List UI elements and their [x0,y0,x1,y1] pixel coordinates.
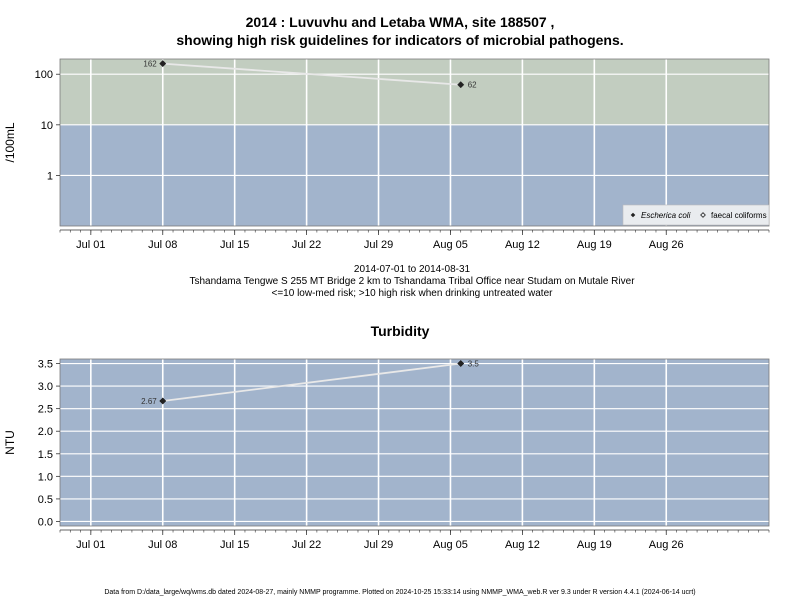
x-tick-label-0-7: Aug 19 [577,239,612,251]
data-label-0-0-1: 62 [468,81,477,90]
legend-marker-faecal [700,212,706,218]
x-tick-label-1-4: Jul 29 [364,539,393,551]
y-axis-label-1: NTU [3,430,17,455]
x-tick-label-0-3: Jul 22 [292,239,321,251]
risk-band-1-0 [60,359,769,526]
x-tick-label-1-7: Aug 19 [577,539,612,551]
chart-title-line-1: 2014 : Luvuvhu and Letaba WMA, site 1885… [245,14,555,30]
y-tick-label-0-2: 100 [35,69,53,81]
y-tick-label-0-0: 1 [47,170,53,182]
x-tick-label-1-8: Aug 26 [649,539,684,551]
x-tick-label-1-6: Aug 12 [505,539,540,551]
data-point-1-0-0 [159,397,167,405]
data-label-1-0-1: 3.5 [468,360,480,369]
series-line-1-0 [162,362,461,402]
x-tick-label-1-2: Jul 15 [220,539,249,551]
y-tick-label-0-1: 10 [41,120,53,132]
data-point-0-0-0 [159,60,167,68]
x-tick-label-1-1: Jul 08 [148,539,177,551]
legend-marker-ecoli [630,212,636,218]
x-tick-label-0-0: Jul 01 [76,239,105,251]
x-tick-label-0-2: Jul 15 [220,239,249,251]
y-tick-label-1-1: 0.5 [38,494,53,506]
y-tick-label-1-5: 2.5 [38,404,53,416]
data-point-1-0-1 [457,359,465,368]
legend-label-faecal: faecal coliforms [711,211,767,220]
site-description: Tshandama Tengwe S 255 MT Bridge 2 km to… [189,276,635,287]
chart-title-line-2: showing high risk guidelines for indicat… [176,32,624,48]
x-tick-label-0-1: Jul 08 [148,239,177,251]
y-tick-label-1-6: 3.0 [38,381,53,393]
x-tick-label-0-6: Aug 12 [505,239,540,251]
date-range: 2014-07-01 to 2014-08-31 [353,264,471,275]
x-tick-label-1-3: Jul 22 [292,539,321,551]
legend-box [622,204,770,226]
legend-label-ecoli: Escherica coli [641,211,691,220]
y-tick-label-1-3: 1.5 [38,449,53,461]
y-tick-label-1-2: 1.0 [38,471,53,483]
y-tick-label-1-7: 3.5 [38,359,53,371]
turbidity-title: Turbidity [370,323,430,339]
risk-band-0-0 [60,59,769,125]
x-tick-label-0-4: Jul 29 [364,239,393,251]
plot-frame-0 [59,58,770,227]
data-label-1-0-0: 2.67 [141,397,157,406]
y-axis-label-0: /100mL [3,122,17,162]
x-tick-label-1-0: Jul 01 [76,539,105,551]
x-tick-label-0-5: Aug 05 [433,239,468,251]
plot-frame-1 [59,358,770,527]
risk-note: <=10 low-med risk; >10 high risk when dr… [271,288,553,299]
data-label-0-0-0: 162 [143,60,157,69]
y-tick-label-1-0: 0.0 [38,516,53,528]
x-tick-label-1-5: Aug 05 [433,539,468,551]
x-tick-label-0-8: Aug 26 [649,239,684,251]
data-point-0-0-1 [457,81,465,89]
footer-note: Data from D:/data_large/wq/wms.db dated … [104,589,696,596]
y-tick-label-1-4: 2.0 [38,426,53,438]
series-line-0-0 [162,62,461,86]
